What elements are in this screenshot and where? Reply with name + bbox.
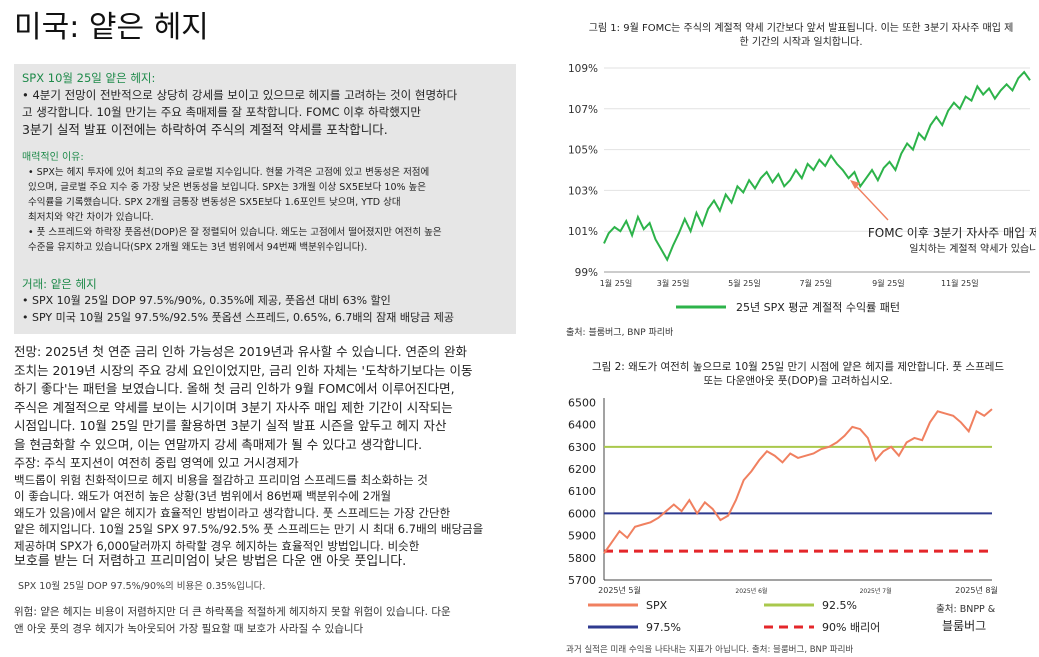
y-tick-label: 6500 [568,396,596,409]
legend-label-97-5: 97.5% [646,621,681,634]
trade-summary-box [14,64,516,334]
spx-line [603,408,993,554]
body-para-risk: 위험: 얕은 헤지는 비용이 저렴하지만 더 큰 하락폭을 적절하게 헤지하지 … [14,604,451,638]
x-tick-label: 2025년 7월 [860,587,892,595]
x-tick-label: 1월 25일 [600,278,633,288]
y-tick-label: 5700 [568,574,596,587]
box-line: • 풋 스프레드와 하락장 풋옵션(DOP)은 잘 정렬되어 있습니다. 왜도는… [28,227,442,238]
body-para-argument: 주장: 주식 포지션이 여전히 중립 영역에 있고 거시경제가 백드롭이 위험 … [14,455,483,571]
x-tick-label: 11월 25일 [941,278,979,288]
cost-note: SPX 10월 25일 DOP 97.5%/90%의 비용은 0.35%입니다. [18,581,266,592]
y-tick-label: 109% [568,63,598,75]
body-line: 조치는 2019년 시장의 주요 강세 요인이었지만, 금리 인하 자체는 '도… [14,362,473,378]
y-tick-label: 6100 [568,485,596,498]
annotation-arrowhead [850,180,860,189]
box-line: • SPX는 헤지 투자에 있어 최고의 주요 글로벌 지수입니다. 현물 가격… [28,167,430,178]
box-line: 3분기 실적 발표 이전에는 하락하여 주식의 계절적 약세를 포착합니다. [22,122,388,137]
y-tick-label: 103% [568,185,598,197]
y-tick-label: 6000 [568,507,596,520]
annotation-arrow [855,185,889,221]
legend-label-barrier: 90% 배리어 [822,621,880,634]
box-heading-trade: 거래: 얕은 헤지 [22,277,97,291]
x-tick-label: 2025년 8월 [955,585,998,595]
x-tick-label: 5월 25일 [728,278,761,288]
body-line: 하기 좋다'는 패턴을 보였습니다. 올해 첫 금리 인하가 9월 FOMC에서… [14,381,455,396]
legend-label-spx: SPX [646,599,668,612]
x-tick-label: 2025년 6월 [735,587,767,595]
x-tick-label: 9월 25일 [872,278,905,288]
y-tick-label: 5800 [568,552,596,565]
y-tick-label: 105% [568,145,598,157]
box-para-trade: • SPX 10월 25일 DOP 97.5%/90%, 0.35%에 제공, … [22,292,454,326]
x-tick-label: 7월 25일 [800,278,833,288]
seasonal-return-line [603,70,1031,263]
y-tick-label: 101% [568,226,598,238]
legend-label-92-5: 92.5% [822,599,857,612]
body-line: 백드롭이 위험 친화적이므로 헤지 비용을 절감하고 프리미엄 스프레드를 최소… [14,472,428,487]
annotation-line-1: FOMC 이후 3분기 자사주 매입 제한 기간과 [868,226,1036,240]
box-heading-hedge: SPX 10월 25일 얕은 헤지: [22,71,156,85]
body-line: 이 좋습니다. 왜도가 여전히 높은 상황(3년 범위에서 86번째 백분위수에… [14,489,392,503]
body-line: 위험: 얕은 헤지는 비용이 저렴하지만 더 큰 하락폭을 적절하게 헤지하지 … [14,606,451,618]
body-line: 주장: 주식 포지션이 여전히 중립 영역에 있고 거시경제가 [14,456,299,470]
figure-2-title: 그림 2: 왜도가 여전히 높으므로 10월 25일 만기 시점에 얕은 헤지를… [591,361,1005,387]
legend: SPX 92.5% 97.5% 90% 배리어 [588,599,880,634]
box-line: • SPY 미국 10월 25일 97.5%/92.5% 풋옵션 스프레드, 0… [22,311,454,324]
box-line: 수준을 유지하고 있습니다(SPX 2개월 왜도는 3년 범위에서 94번째 백… [28,242,368,253]
box-line: 있으며, 글로벌 주요 지수 중 가장 낮은 변동성을 보입니다. SPX는 3… [28,182,427,193]
body-line: 시점입니다. 10월 25일 만기를 활용하면 3분기 실적 발표 시즌을 앞두… [14,418,447,433]
annotation-line-2: 일치하는 계절적 약세가 있습니다. [909,242,1036,255]
x-tick-label: 3월 25일 [657,278,690,288]
y-tick-label: 6400 [568,419,596,432]
box-line: 고 생각합니다. 10월 만기는 주요 촉매제를 잘 포착합니다. FOMC 이… [22,105,421,119]
footer-disclaimer: 과거 실적은 미래 수익을 나타내는 지표가 아닙니다. 출처: 블룸버그, B… [566,645,854,655]
body-line: 주식은 계절적으로 약세를 보이는 시기이며 3분기 자사주 매입 제한 기간이… [14,399,453,415]
figure-1-title: 그림 1: 9월 FOMC는 주식의 계절적 약세 기간보다 앞서 발표됩니다.… [588,23,1014,48]
figure-1-source: 출처: 블룸버그, BNP 파리바 [566,328,674,338]
x-tick-label: 2025년 5월 [598,585,641,595]
page-title: 미국: 얕은 헤지 [14,10,209,45]
y-tick-label: 5900 [568,530,596,543]
y-tick-label: 6300 [568,441,596,454]
box-para-outlook: • 4분기 전망이 전반적으로 상당히 강세를 보이고 있으므로 헤지를 고려하… [22,87,457,138]
box-line: • SPX 10월 25일 DOP 97.5%/90%, 0.35%에 제공, … [22,294,391,307]
box-line: 수익률을 기록했습니다. SPX 2개월 금통장 변동성은 SX5E보다 1.6… [28,197,401,208]
y-tick-label: 6200 [568,463,596,476]
figure-2-source-b: 블룸버그 [942,619,986,633]
box-line: • 4분기 전망이 전반적으로 상당히 강세를 보이고 있으므로 헤지를 고려하… [22,88,458,102]
body-line: 보호를 받는 더 저렴하고 프리미엄이 낮은 방법은 다운 앤 아웃 풋입니다. [14,554,407,569]
figure-2-chart: 5700 5800 5900 6000 6100 6200 6300 6400 6500 202… [568,396,998,634]
body-line: 얕은 헤지입니다. 10월 25일 SPX 97.5%/92.5% 풋 스프레드… [14,522,484,536]
box-line: 최저치와 약간 차이가 있습니다. [28,212,154,223]
body-para-outlook: 전망: 2025년 첫 연준 금리 인하 가능성은 2019년과 유사할 수 있… [14,343,472,454]
body-line: 제공하며 SPX가 6,000달러까지 하락할 경우 헤지하는 효율적인 방법입… [14,538,420,553]
y-tick-label: 99% [575,267,598,279]
figure-2-source-a: 출처: BNPP & [936,603,996,615]
box-heading-reasons: 매력적인 이유: [22,152,84,163]
legend-label: 25년 SPX 평균 계절적 수익률 패턴 [736,301,900,314]
body-line: 을 현금화할 수 있으며, 이는 연말까지 강세 촉매제가 될 수 있다고 생각… [14,436,423,452]
figure-1-chart: 99% 101% 103% 105% 107% 109% 1월 25일 3월 25일 5월 2… [568,63,1036,314]
body-line: 앤 아웃 풋의 경우 헤지가 녹아웃되어 가장 필요할 때 보호가 사라질 수 … [14,623,364,635]
box-para-reasons: • SPX는 헤지 투자에 있어 최고의 주요 글로벌 지수입니다. 현물 가격… [28,165,442,255]
y-tick-label: 107% [568,104,598,116]
body-line: 왜도가 있음)에서 얕은 헤지가 효율적인 방법이라고 생각합니다. 풋 스프레… [14,505,451,520]
body-line: 전망: 2025년 첫 연준 금리 인하 가능성은 2019년과 유사할 수 있… [14,344,467,359]
